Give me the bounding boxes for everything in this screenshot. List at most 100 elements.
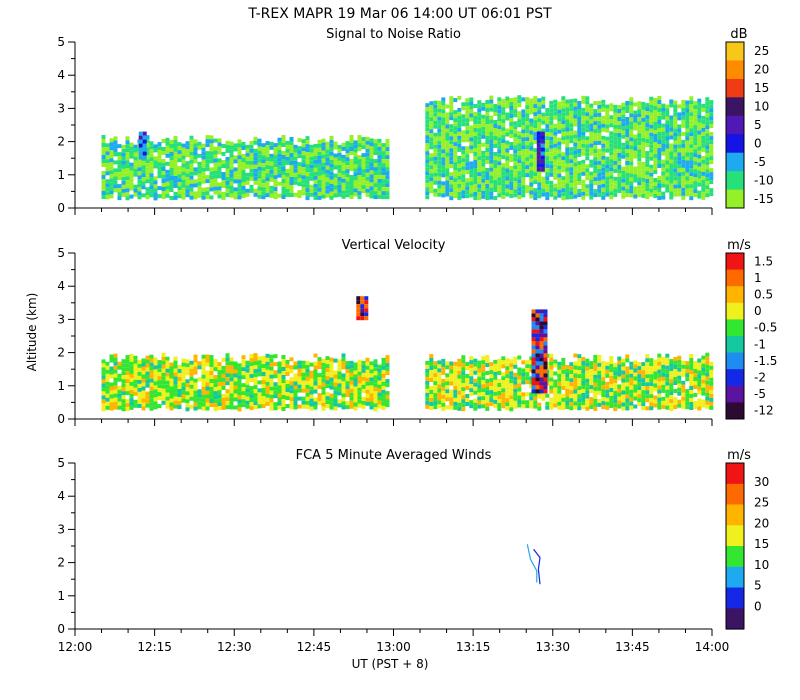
heatmap-cell xyxy=(529,360,534,365)
heatmap-cell xyxy=(585,402,590,407)
heatmap-cell xyxy=(369,397,374,402)
heatmap-cell xyxy=(277,141,282,146)
heatmap-cell xyxy=(517,175,522,180)
heatmap-cell xyxy=(177,154,182,159)
heatmap-cell xyxy=(709,176,714,181)
heatmap-cell xyxy=(585,152,590,157)
heatmap-cell xyxy=(665,108,670,113)
heatmap-cell xyxy=(237,403,242,408)
heatmap-cell xyxy=(517,367,522,372)
heatmap-cell xyxy=(629,377,634,382)
heatmap-cell xyxy=(521,392,526,397)
heatmap-cell xyxy=(241,391,246,396)
heatmap-cell xyxy=(497,399,502,403)
heatmap-cell xyxy=(445,180,450,185)
heatmap-cell xyxy=(497,161,502,166)
heatmap-cell xyxy=(305,176,310,181)
heatmap-cell xyxy=(543,349,548,354)
heatmap-cell xyxy=(465,138,470,143)
heatmap-cell xyxy=(543,321,548,326)
heatmap-cell xyxy=(461,182,466,187)
heatmap-cell xyxy=(697,370,702,375)
heatmap-cell xyxy=(465,186,470,191)
heatmap-cell xyxy=(113,401,118,406)
heatmap-cell xyxy=(209,155,214,160)
heatmap-cell xyxy=(497,149,502,154)
heatmap-cell xyxy=(481,388,486,393)
heatmap-cell xyxy=(549,365,554,370)
heatmap-cell xyxy=(353,402,358,407)
heatmap-cell xyxy=(173,139,178,144)
heatmap-cell xyxy=(425,123,430,128)
heatmap-cell xyxy=(625,145,630,149)
heatmap-cell xyxy=(517,383,522,388)
heatmap-cell xyxy=(665,140,670,145)
heatmap-cell xyxy=(249,370,254,375)
heatmap-cell xyxy=(269,362,274,367)
heatmap-cell xyxy=(333,165,338,170)
heatmap-cell xyxy=(549,108,554,113)
heatmap-cell xyxy=(609,388,614,392)
heatmap-cell xyxy=(245,380,250,385)
heatmap-cell xyxy=(625,129,630,133)
heatmap-cell xyxy=(529,368,534,373)
heatmap-cell xyxy=(225,373,230,378)
heatmap-cell xyxy=(313,369,318,374)
heatmap-cell xyxy=(449,128,454,133)
heatmap-cell xyxy=(673,192,678,197)
heatmap-cell xyxy=(461,391,466,396)
heatmap-cell xyxy=(453,182,458,187)
heatmap-cell xyxy=(365,168,370,173)
heatmap-cell xyxy=(325,157,330,162)
heatmap-cell xyxy=(573,142,578,147)
heatmap-cell xyxy=(213,186,218,191)
heatmap-cell xyxy=(261,396,266,400)
heatmap-cell xyxy=(141,169,146,174)
heatmap-cell xyxy=(517,131,522,136)
heatmap-cell xyxy=(349,368,354,373)
heatmap-cell xyxy=(540,159,545,164)
heatmap-cell xyxy=(321,194,326,199)
heatmap-cell xyxy=(649,180,654,185)
heatmap-cell xyxy=(605,184,610,189)
heatmap-cell xyxy=(317,195,322,200)
heatmap-cell xyxy=(185,165,190,170)
heatmap-cell xyxy=(205,370,210,375)
heatmap-cell xyxy=(509,166,514,170)
heatmap-cell xyxy=(149,390,154,395)
heatmap-cell xyxy=(649,176,654,181)
heatmap-cell xyxy=(433,168,438,173)
heatmap-cell xyxy=(453,194,458,199)
heatmap-cell xyxy=(673,172,678,177)
heatmap-cell xyxy=(217,406,222,411)
heatmap-cell xyxy=(673,397,678,401)
heatmap-cell xyxy=(313,373,318,378)
heatmap-cell xyxy=(201,406,206,411)
heatmap-cell xyxy=(465,398,470,402)
heatmap-cell xyxy=(617,169,622,173)
heatmap-cell xyxy=(181,374,186,379)
heatmap-cell xyxy=(229,385,234,390)
heatmap-cell xyxy=(637,382,642,387)
heatmap-cell xyxy=(429,390,434,394)
heatmap-cell xyxy=(601,107,606,112)
heatmap-cell xyxy=(657,100,662,104)
heatmap-cell xyxy=(229,185,234,190)
heatmap-cell xyxy=(373,179,378,184)
heatmap-cell xyxy=(645,179,650,184)
heatmap-cell xyxy=(665,357,670,362)
heatmap-cell xyxy=(321,166,326,171)
heatmap-cell xyxy=(113,365,118,370)
heatmap-cell xyxy=(333,185,338,190)
heatmap-cell xyxy=(621,190,626,195)
heatmap-cell xyxy=(429,161,434,166)
heatmap-cell xyxy=(641,169,646,174)
heatmap-cell xyxy=(481,158,486,163)
wind-series-1 xyxy=(533,548,541,585)
heatmap-cell xyxy=(369,381,374,386)
heatmap-cell xyxy=(141,394,146,399)
heatmap-cell xyxy=(653,122,658,126)
heatmap-cell xyxy=(665,176,670,181)
heatmap-cell xyxy=(629,193,634,198)
heatmap-cell xyxy=(531,333,536,338)
